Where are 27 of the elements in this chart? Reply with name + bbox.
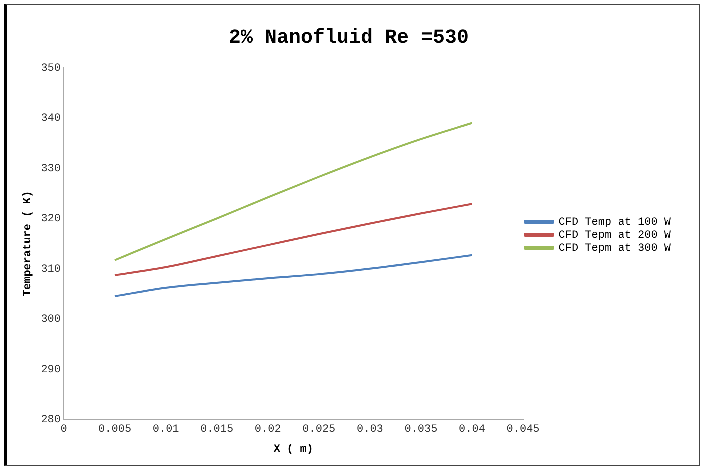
y-tick-label: 320 [41,214,62,226]
y-tick-label: 290 [41,364,62,376]
legend-label: CFD Tepm at 300 W [558,242,672,255]
x-tick-label: 0.04 [459,424,486,436]
y-tick-label: 310 [41,264,62,276]
line-series [114,203,474,276]
chart-title: 2% Nanofluid Re =530 [228,27,470,50]
x-tick-label: 0.015 [200,424,234,436]
y-tick-label: 330 [41,163,62,176]
line-series [114,254,474,298]
y-tick-label: 350 [41,62,62,75]
x-tick-label: 0 [60,424,68,436]
x-tick-label: 0.025 [302,424,336,436]
x-tick-label: 0.03 [356,424,384,436]
x-tick-label: 0.045 [506,424,540,436]
x-axis-title: X ( m) [274,444,314,456]
line-series [114,122,474,262]
y-axis-title: Temperature ( K) [22,190,34,297]
y-tick-label: 340 [41,113,62,126]
legend-label: CFD Temp at 100 W [558,216,672,229]
x-tick-label: 0.02 [254,424,282,436]
x-tick-label: 0.01 [152,424,180,436]
x-tick-label: 0.035 [404,424,438,436]
legend-label: CFD Tepm at 200 W [558,230,672,242]
y-tick-label: 280 [41,414,62,427]
y-tick-label: 300 [41,314,62,326]
x-tick-label: 0.005 [98,424,132,436]
